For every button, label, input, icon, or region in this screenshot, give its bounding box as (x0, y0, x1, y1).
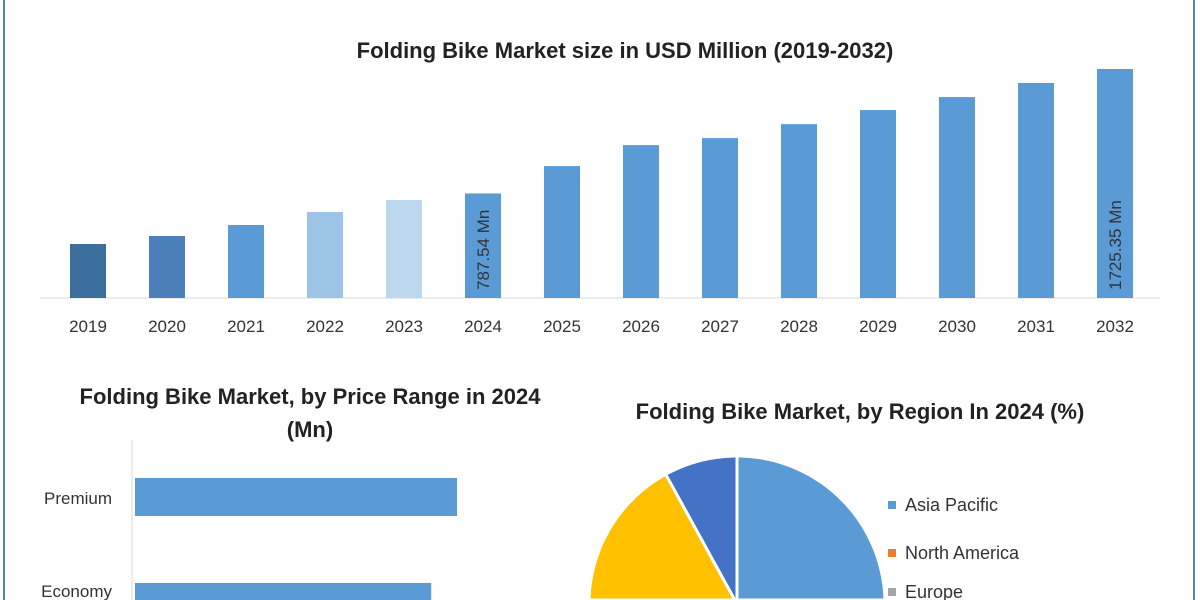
hbar-Premium (135, 478, 457, 516)
x-tick-2025: 2025 (543, 317, 581, 336)
x-tick-2019: 2019 (69, 317, 107, 336)
x-tick-2027: 2027 (701, 317, 739, 336)
bar-2021 (228, 225, 264, 298)
pie-slice-asia-pacific (735, 454, 887, 600)
hbar-Economy (135, 583, 432, 600)
x-tick-2028: 2028 (780, 317, 818, 336)
y-tick-Economy: Economy (41, 582, 112, 600)
price-chart-title: Folding Bike Market, by Price Range in 2… (79, 384, 541, 442)
bar-2025 (544, 166, 580, 298)
data-label-2032: 1725.35 Mn (1106, 200, 1125, 290)
legend-asia-pacific: Asia Pacific (905, 495, 998, 515)
pie-slice-3 (587, 472, 737, 600)
x-tick-2029: 2029 (859, 317, 897, 336)
frame (3, 0, 1195, 600)
x-tick-2026: 2026 (622, 317, 660, 336)
legend-marker-2 (888, 588, 896, 596)
bar-2031 (1018, 82, 1054, 298)
legend-marker-1 (888, 549, 896, 557)
bar-2030 (939, 97, 975, 298)
legend-marker-0 (888, 501, 896, 509)
bar-2020 (149, 236, 185, 298)
bar-2022 (307, 211, 343, 298)
legend-europe: Europe (905, 582, 963, 600)
bar-2027 (702, 138, 738, 298)
bar-2029 (860, 110, 896, 298)
x-tick-2021: 2021 (227, 317, 265, 336)
x-tick-2032: 2032 (1096, 317, 1134, 336)
bar-2023 (386, 200, 422, 298)
main-chart-title: Folding Bike Market size in USD Million … (356, 38, 894, 63)
bar-2026 (623, 145, 659, 298)
region-chart-title: Folding Bike Market, by Region In 2024 (… (635, 399, 1085, 424)
x-tick-2022: 2022 (306, 317, 344, 336)
bar-2024 (465, 193, 501, 298)
x-tick-2030: 2030 (938, 317, 976, 336)
data-label-2024: 787.54 Mn (474, 210, 493, 290)
legend-north-america: North America (905, 543, 1020, 563)
bar-2032 (1097, 69, 1133, 298)
bar-2019 (70, 243, 106, 298)
pie-slice-4 (664, 454, 739, 600)
x-tick-2020: 2020 (148, 317, 186, 336)
x-tick-2031: 2031 (1017, 317, 1055, 336)
y-tick-Premium: Premium (44, 489, 112, 508)
x-tick-2023: 2023 (385, 317, 423, 336)
x-tick-2024: 2024 (464, 317, 502, 336)
bar-2028 (781, 124, 817, 299)
